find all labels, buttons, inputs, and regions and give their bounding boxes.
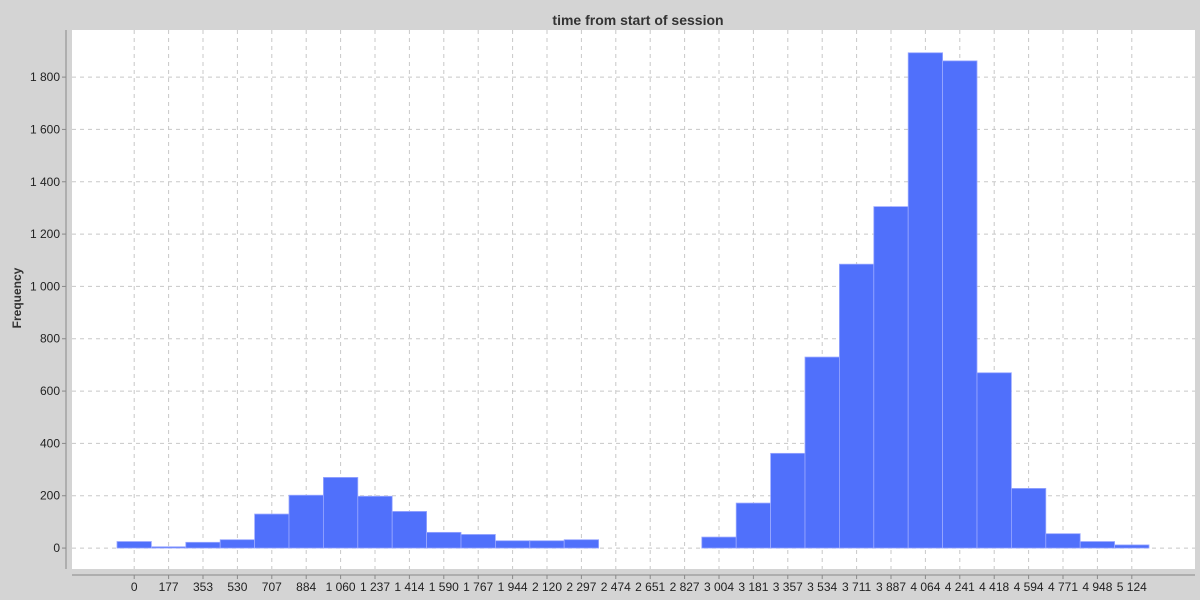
bar — [494, 540, 531, 549]
bar — [357, 495, 393, 549]
x-axis-ticks: 0 177 353 530 707 884 1 060 1 237 1 414 1 590 1 76… — [131, 575, 1147, 594]
bar — [116, 541, 152, 549]
y-tick-label: 1 800 — [30, 70, 60, 84]
x-tick-label: 3 534 — [807, 580, 837, 594]
x-tick-label: 2 120 — [532, 580, 562, 594]
bar — [460, 534, 496, 549]
bar — [150, 546, 187, 549]
bar — [254, 513, 290, 549]
y-tick-label: 1 600 — [30, 122, 60, 136]
bar — [563, 539, 600, 549]
x-tick-label: 0 — [131, 580, 138, 594]
bar — [219, 539, 255, 549]
x-tick-label: 884 — [296, 580, 316, 594]
bar — [976, 372, 1012, 549]
x-tick-label: 2 827 — [670, 580, 700, 594]
bar — [942, 60, 978, 549]
bar — [1114, 544, 1150, 549]
bar — [185, 541, 221, 549]
y-tick-label: 1 200 — [30, 227, 60, 241]
x-tick-label: 3 181 — [738, 580, 768, 594]
x-tick-label: 5 124 — [1117, 580, 1147, 594]
bar — [839, 263, 875, 549]
x-tick-label: 3 004 — [704, 580, 734, 594]
y-tick-label: 200 — [40, 489, 60, 503]
x-tick-label: 4 418 — [979, 580, 1009, 594]
x-tick-label: 4 241 — [945, 580, 975, 594]
x-tick-label: 2 297 — [566, 580, 596, 594]
bar — [529, 540, 565, 549]
bar — [322, 477, 359, 549]
chart-title: time from start of session — [552, 12, 723, 28]
x-tick-label: 1 590 — [429, 580, 459, 594]
y-tick-label: 1 000 — [30, 279, 60, 293]
bar — [873, 206, 909, 549]
x-tick-label: 3 887 — [876, 580, 906, 594]
y-tick-label: 600 — [40, 384, 60, 398]
y-tick-label: 0 — [53, 541, 60, 555]
x-tick-label: 1 767 — [463, 580, 493, 594]
y-tick-label: 800 — [40, 332, 60, 346]
y-tick-label: 1 400 — [30, 175, 60, 189]
x-tick-label: 707 — [262, 580, 282, 594]
bar — [288, 494, 324, 549]
x-tick-label: 530 — [227, 580, 247, 594]
x-tick-label: 4 594 — [1014, 580, 1044, 594]
x-tick-label: 1 944 — [498, 580, 528, 594]
bar — [1079, 541, 1115, 549]
y-axis-ticks: 0 200 400 600 800 1 000 1 200 1 400 1 600 1 800 — [30, 70, 66, 555]
bar — [701, 536, 737, 549]
x-tick-label: 2 474 — [601, 580, 631, 594]
bar — [770, 452, 806, 549]
x-tick-label: 4 771 — [1048, 580, 1078, 594]
bar — [907, 52, 944, 549]
y-tick-label: 400 — [40, 436, 60, 450]
x-tick-label: 1 414 — [394, 580, 424, 594]
bars — [116, 52, 1150, 549]
x-tick-label: 3 711 — [842, 580, 871, 594]
x-tick-label: 4 064 — [910, 580, 940, 594]
x-tick-label: 3 357 — [773, 580, 803, 594]
bar — [804, 356, 840, 549]
x-tick-label: 177 — [159, 580, 179, 594]
x-tick-label: 353 — [193, 580, 213, 594]
x-tick-label: 2 651 — [635, 580, 665, 594]
x-tick-label: 1 237 — [360, 580, 390, 594]
bar — [426, 531, 462, 549]
x-tick-label: 1 060 — [326, 580, 356, 594]
y-axis-label: Frequency — [10, 267, 24, 328]
bar — [1045, 533, 1081, 549]
bar — [1011, 488, 1047, 549]
x-tick-label: 4 948 — [1082, 580, 1112, 594]
bar — [735, 502, 772, 549]
bar — [391, 511, 428, 549]
